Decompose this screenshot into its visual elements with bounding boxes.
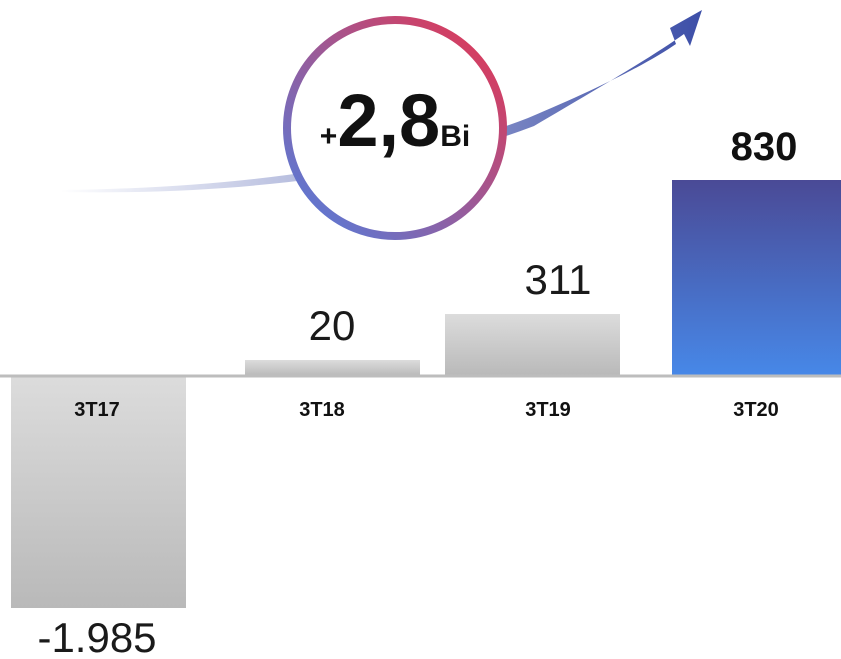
badge-prefix: + <box>320 120 338 153</box>
badge-suffix: Bi <box>440 120 470 153</box>
bars-group <box>11 180 841 608</box>
value-label-3t19: 311 <box>525 256 592 303</box>
category-label-3t19: 3T19 <box>525 399 571 421</box>
bar-3t17 <box>11 376 186 608</box>
growth-badge: +2,8Bi <box>283 16 507 240</box>
badge-value: 2,8 <box>337 79 440 162</box>
bar-3t18 <box>245 360 420 376</box>
value-label-3t20: 830 <box>731 125 798 169</box>
value-label-3t17: -1.985 <box>37 614 156 659</box>
growth-arrow-curve <box>60 10 702 193</box>
category-label-3t20: 3T20 <box>733 399 779 421</box>
value-labels: -1.985 20 311 830 <box>37 125 797 659</box>
growth-arrow-icon <box>60 10 702 193</box>
bar-3t20 <box>672 180 841 376</box>
category-labels: 3T17 3T18 3T19 3T20 <box>74 399 779 421</box>
bar-3t19 <box>445 314 620 376</box>
category-label-3t18: 3T18 <box>299 399 345 421</box>
badge-ring <box>283 16 507 240</box>
category-label-3t17: 3T17 <box>74 399 120 421</box>
value-label-3t18: 20 <box>309 302 356 349</box>
badge-value-text: +2,8Bi <box>320 79 470 162</box>
